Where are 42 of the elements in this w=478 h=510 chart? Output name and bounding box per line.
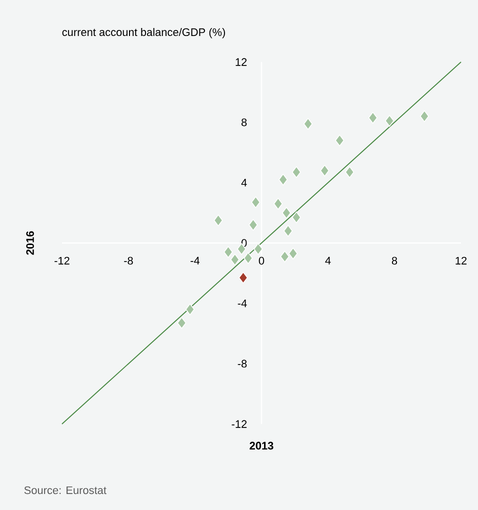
x-tick-label: -4 [190,256,200,264]
x-tick-label: 0 [258,256,264,265]
point [385,114,394,127]
point [254,243,263,255]
point [292,211,301,224]
y-tick-label: 4 [241,178,247,186]
point [292,166,301,178]
x-tick-label: 4 [325,256,331,264]
x-tick-label: 8 [392,256,398,265]
y-tick-label: 8 [242,118,247,126]
point [278,174,288,186]
y-tick-label: -4 [238,300,247,308]
point [177,317,186,329]
point [248,219,258,231]
x-tick-label: 12 [456,256,467,264]
point [288,248,298,260]
x-tick-label: -12 [54,256,70,264]
point [304,118,313,130]
point [244,252,253,264]
y-tick-label: -8 [238,360,247,368]
point [284,225,293,237]
source-note: Source: Eurostat [24,486,106,494]
point [320,164,330,176]
point [238,272,248,284]
point [282,206,291,219]
point [186,303,195,316]
point [251,196,260,208]
point [345,166,354,178]
chart-title: current account balance/GDP (%) [62,28,226,38]
y-tick-label: 12 [236,58,247,66]
point [230,254,240,266]
y-axis-title: 2016 [26,231,34,255]
point [224,246,233,258]
point [214,214,223,226]
y-tick-label: -12 [232,420,247,428]
x-tick-label: -8 [124,256,133,265]
point [420,110,429,122]
point [280,250,290,262]
x-axis-title: 2013 [250,442,274,450]
point [335,134,344,146]
point [368,112,378,124]
point [274,198,283,210]
